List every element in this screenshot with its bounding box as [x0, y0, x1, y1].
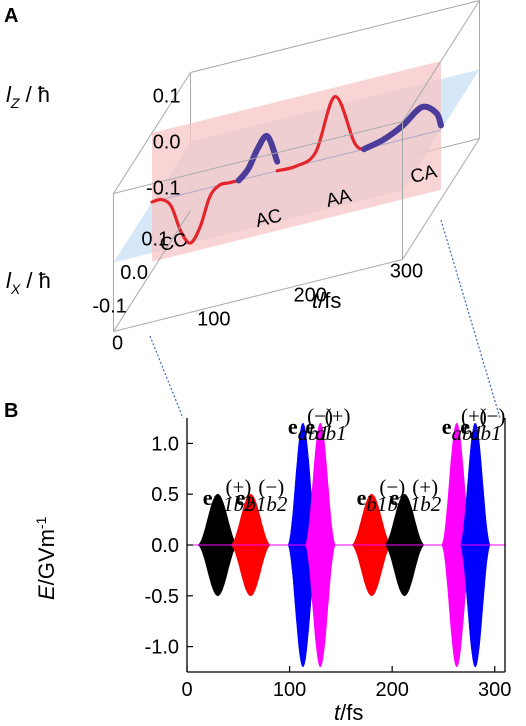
- pulse-label: eab1(+): [442, 404, 487, 445]
- trajectory-segment: [275, 94, 366, 173]
- box-edge: [113, 72, 191, 194]
- e-axis-title: E/GVm-1: [33, 516, 59, 600]
- pulse-label: eb1b2(+): [203, 475, 255, 516]
- x-tick-label: 0: [181, 679, 192, 701]
- x-tick-label: 100: [273, 679, 306, 701]
- x-tick-label: 300: [478, 679, 511, 701]
- pulse-label: eb1b2(+): [389, 475, 441, 516]
- connector-left: [149, 335, 184, 419]
- t-tick-labels: 0 100 200 300: [112, 261, 423, 355]
- lz-tick-label: 0.0: [153, 132, 181, 154]
- t-tick-label: 200: [293, 285, 326, 307]
- pulse-label: eab1(+): [305, 404, 350, 445]
- lz-tick-label: -0.1: [146, 178, 180, 200]
- y-tick-label: 1.0: [151, 433, 179, 455]
- lx-tick-label: 0.0: [120, 262, 148, 284]
- box-front-edges: [113, 0, 480, 332]
- t-axis-title-a: t/fs: [312, 288, 341, 313]
- lx-tick-label: 0.1: [141, 229, 169, 251]
- x-tick-label: 200: [375, 679, 408, 701]
- t-tick-labels-b: 0 100 200 300: [181, 666, 511, 701]
- e-tick-labels: 1.0 0.5 0.0 -0.5 -1.0: [145, 433, 193, 659]
- box-edge: [402, 0, 480, 122]
- panel-b-label: B: [4, 400, 18, 422]
- pulse-label: eb1b2(−): [236, 475, 288, 516]
- lx-axis-title: lX / ħ: [6, 268, 51, 297]
- panel-a-label: A: [4, 5, 18, 27]
- y-tick-label: 0.0: [151, 535, 179, 557]
- trajectory-segment: [360, 103, 444, 153]
- box-edge: [113, 121, 403, 194]
- y-tick-label: 0.5: [151, 484, 179, 506]
- pulse-label: eb1b2(−): [357, 475, 409, 516]
- panel-b-field-plot: 1.00.50.0-0.5-1.0 0 100 200 300 eb1b2(+)eb1…: [33, 404, 511, 725]
- trajectory: [150, 94, 444, 245]
- y-tick-label: -0.5: [145, 586, 179, 608]
- t-tick-label: 300: [390, 261, 423, 283]
- box-edge: [113, 259, 403, 332]
- lx-tick-label: -0.1: [92, 295, 126, 317]
- box-edge: [113, 210, 191, 332]
- t-tick-label: 0: [112, 333, 123, 355]
- box-edge: [190, 0, 480, 73]
- lz-tick-labels: 0.1 0.0 -0.1: [146, 86, 180, 200]
- pulse-label: eab1(−): [460, 404, 505, 445]
- t-axis-title-b: t/fs: [334, 700, 363, 725]
- connector-right: [440, 219, 501, 419]
- lz-axis-title: lZ / ħ: [6, 82, 50, 111]
- pulse-labels: eb1b2(+)eb1b2(−)eab1(−)eab1(+)eb1b2(−)eb…: [203, 404, 506, 516]
- pulse-label: eab1(−): [288, 404, 333, 445]
- box-edge: [402, 138, 480, 260]
- trajectory-segment: [150, 178, 241, 245]
- trajectory-segment: [235, 133, 281, 184]
- zt-plane: [152, 61, 441, 262]
- lx-tick-labels: 0.1 0.0 -0.1: [92, 229, 169, 318]
- t-tick-label: 100: [197, 309, 230, 331]
- y-tick-label: -1.0: [145, 637, 179, 659]
- lz-tick-label: 0.1: [153, 86, 181, 108]
